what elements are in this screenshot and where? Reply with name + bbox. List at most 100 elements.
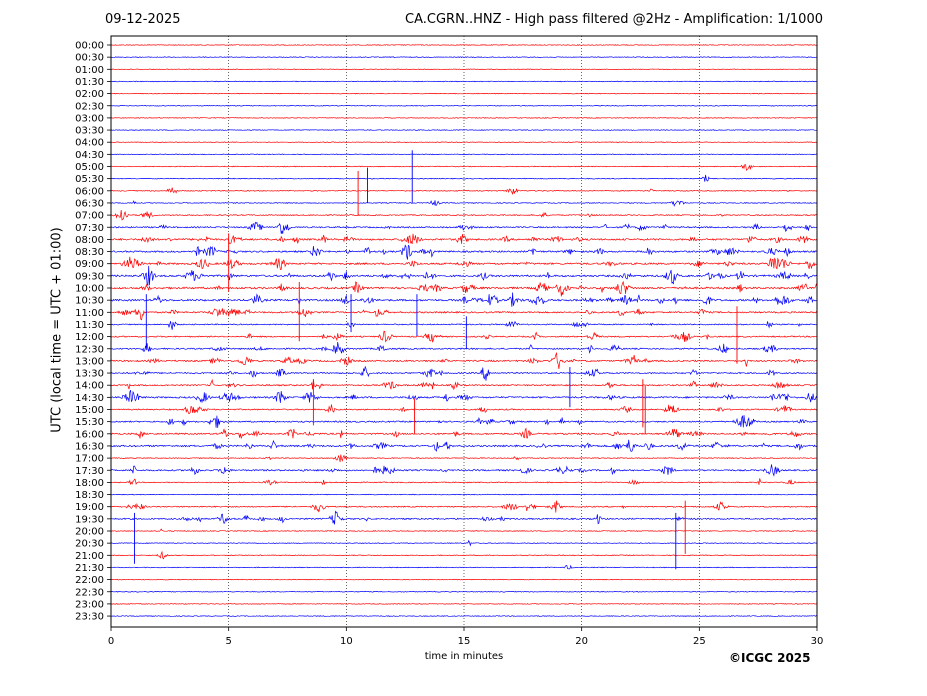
y-tick-label: 06:30 bbox=[75, 198, 104, 209]
x-axis-label: time in minutes bbox=[424, 651, 504, 662]
trace-1100 bbox=[110, 308, 818, 321]
y-tick-label: 17:30 bbox=[75, 466, 104, 477]
trace-0300 bbox=[110, 117, 818, 119]
trace-2030 bbox=[110, 539, 818, 547]
y-tick-label: 04:00 bbox=[75, 138, 104, 149]
y-tick-label: 01:00 bbox=[75, 65, 104, 76]
trace-2230 bbox=[110, 590, 818, 593]
y-tick-label: 00:00 bbox=[75, 41, 104, 52]
trace-0730 bbox=[110, 221, 818, 234]
trace-0000 bbox=[110, 44, 818, 46]
trace-1330 bbox=[110, 365, 818, 381]
y-tick-label: 05:30 bbox=[75, 174, 104, 185]
y-tick-label: 02:00 bbox=[75, 89, 104, 100]
trace-0100 bbox=[111, 68, 817, 71]
trace-2000 bbox=[110, 528, 818, 532]
seismic-traces bbox=[110, 44, 818, 617]
y-tick-label: 05:00 bbox=[75, 162, 104, 173]
copyright-label: ©ICGC 2025 bbox=[729, 651, 811, 665]
grid-lines bbox=[228, 36, 700, 627]
trace-1200 bbox=[110, 330, 818, 343]
y-tick-label: 10:00 bbox=[75, 284, 104, 295]
y-tick-label: 13:30 bbox=[75, 369, 104, 380]
trace-0530 bbox=[110, 174, 818, 182]
trace-0430 bbox=[110, 153, 818, 156]
trace-2200 bbox=[110, 578, 818, 581]
trace-1800 bbox=[110, 478, 818, 486]
y-tick-label: 08:00 bbox=[75, 235, 104, 246]
trace-0700 bbox=[110, 209, 818, 221]
y-tick-label: 02:30 bbox=[75, 101, 104, 112]
y-tick-label: 09:30 bbox=[75, 271, 104, 282]
y-tick-label: 21:00 bbox=[75, 551, 104, 562]
trace-1300 bbox=[110, 351, 818, 369]
y-tick-label: 17:00 bbox=[75, 454, 104, 465]
y-tick-label: 22:00 bbox=[75, 575, 104, 586]
trace-1230 bbox=[110, 341, 818, 354]
y-tick-label: 03:30 bbox=[75, 126, 104, 137]
y-tick-label: 20:00 bbox=[75, 527, 104, 538]
x-tick-label: 15 bbox=[458, 636, 471, 647]
trace-2100 bbox=[110, 550, 818, 560]
plot-axes bbox=[110, 35, 818, 628]
y-tick-label: 20:30 bbox=[75, 539, 104, 550]
y-tick-label: 14:00 bbox=[75, 381, 104, 392]
y-axis-label: UTC (local time = UTC + 01:00) bbox=[49, 227, 65, 433]
y-tick-label: 18:30 bbox=[75, 490, 104, 501]
y-tick-label: 14:30 bbox=[75, 393, 104, 404]
y-tick-label: 19:00 bbox=[75, 502, 104, 513]
y-tick-label: 04:30 bbox=[75, 150, 104, 161]
y-tick-label: 06:00 bbox=[75, 186, 104, 197]
y-tick-label: 11:00 bbox=[75, 308, 104, 319]
trace-2330 bbox=[110, 615, 818, 617]
y-tick-label: 07:30 bbox=[75, 223, 104, 234]
y-tick-label: 11:30 bbox=[75, 320, 104, 331]
trace-1730 bbox=[110, 464, 818, 477]
trace-1900 bbox=[110, 500, 818, 513]
y-tick-label: 23:00 bbox=[75, 599, 104, 610]
trace-1530 bbox=[110, 415, 818, 428]
trace-1400 bbox=[110, 378, 818, 391]
y-tick-label: 09:00 bbox=[75, 259, 104, 270]
trace-1130 bbox=[110, 320, 818, 330]
trace-0830 bbox=[110, 244, 818, 260]
x-tick-label: 25 bbox=[693, 636, 706, 647]
y-tick-label: 22:30 bbox=[75, 587, 104, 598]
trace-0030 bbox=[110, 56, 818, 58]
x-tick-label: 5 bbox=[225, 636, 231, 647]
y-tick-label: 12:30 bbox=[75, 344, 104, 355]
trace-1630 bbox=[110, 439, 818, 452]
y-tick-label: 18:00 bbox=[75, 478, 104, 489]
y-tick-label: 10:30 bbox=[75, 296, 104, 307]
chart-title: CA.CGRN..HNZ - High pass filtered @2Hz -… bbox=[405, 12, 823, 27]
trace-1030 bbox=[110, 292, 818, 307]
y-tick-label: 03:00 bbox=[75, 113, 104, 124]
y-tick-label: 07:00 bbox=[75, 211, 104, 222]
trace-0400 bbox=[110, 141, 818, 143]
trace-0630 bbox=[110, 200, 818, 207]
y-tick-label: 23:30 bbox=[75, 612, 104, 623]
trace-0600 bbox=[110, 187, 818, 196]
trace-1830 bbox=[110, 493, 818, 496]
x-tick-labels: 0 5 10 15 20 25 30 bbox=[108, 627, 824, 647]
trace-2130 bbox=[110, 564, 818, 570]
trace-1700 bbox=[110, 454, 818, 463]
y-tick-label: 15:30 bbox=[75, 417, 104, 428]
trace-2300 bbox=[110, 603, 818, 605]
trace-1430 bbox=[110, 389, 818, 404]
y-tick-label: 08:30 bbox=[75, 247, 104, 258]
y-tick-label: 00:30 bbox=[75, 53, 104, 64]
x-tick-label: 20 bbox=[575, 636, 588, 647]
x-tick-label: 10 bbox=[340, 636, 353, 647]
axes-frame bbox=[110, 35, 818, 628]
trace-0200 bbox=[110, 92, 818, 95]
trace-0500 bbox=[110, 164, 818, 171]
y-tick-label: 19:30 bbox=[75, 514, 104, 525]
y-tick-label: 15:00 bbox=[75, 405, 104, 416]
x-tick-label: 30 bbox=[811, 636, 824, 647]
trace-1930 bbox=[110, 510, 818, 525]
date-label: 09-12-2025 bbox=[105, 12, 181, 27]
y-tick-label: 21:30 bbox=[75, 563, 104, 574]
